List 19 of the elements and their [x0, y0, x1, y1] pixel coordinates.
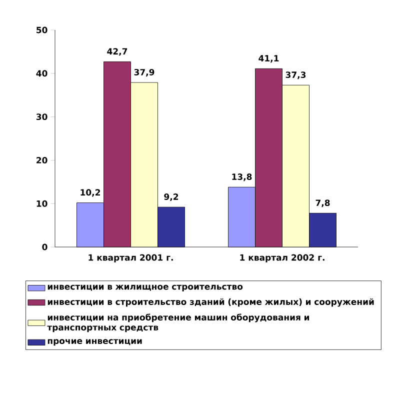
- data-label: 41,1: [258, 55, 279, 63]
- x-tick-label: 1 квартал 2002 г.: [240, 254, 324, 262]
- x-tick-label: 1 квартал 2001 г.: [88, 254, 173, 262]
- data-label: 9,2: [164, 194, 178, 202]
- data-label: 42,7: [107, 48, 128, 56]
- y-tick-label: 30: [36, 114, 48, 120]
- y-tick-label: 40: [36, 70, 48, 77]
- y-tick-label: 10: [36, 200, 48, 207]
- y-tick-label: 20: [36, 156, 48, 164]
- legend-label: инвестиции в строительство зданий (кроме жилых) и сооружений: [48, 298, 374, 307]
- legend-label: прочие инвестиции: [48, 339, 142, 346]
- data-label: 13,8: [232, 174, 252, 182]
- y-tick-label: 50: [36, 26, 48, 34]
- legend-label: инвестиции в жилищное строительство: [48, 284, 243, 292]
- data-label: 37,9: [134, 68, 154, 76]
- data-label: 10,2: [80, 189, 100, 197]
- data-label: 7,8: [316, 200, 330, 208]
- data-label: 37,3: [286, 72, 306, 80]
- y-tick-label: 0: [42, 244, 48, 250]
